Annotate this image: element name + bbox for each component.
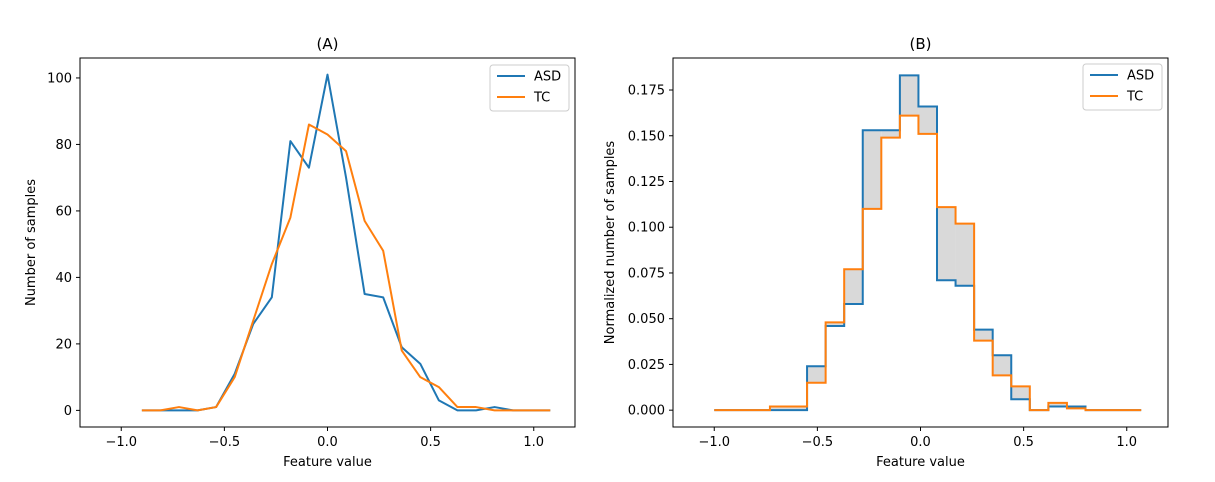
y-tick-label: 60 — [55, 204, 72, 219]
chart-a-title: (A) — [317, 35, 339, 53]
x-tick-label: 0.5 — [420, 435, 441, 450]
y-tick-label: 0.125 — [628, 175, 665, 190]
y-tick-label: 0.175 — [628, 84, 665, 99]
x-tick-label: 0.5 — [1013, 435, 1034, 450]
x-tick-label: 1.0 — [523, 435, 544, 450]
x-tick-label: −1.0 — [698, 435, 730, 450]
difference-fill-bin — [937, 207, 956, 281]
difference-fill-bin — [825, 322, 845, 327]
series-line-asd — [141, 73, 551, 412]
x-tick-label: −0.5 — [802, 435, 834, 450]
difference-fill-bin — [992, 355, 1012, 376]
y-tick-label: 0.075 — [628, 266, 665, 281]
x-tick-label: 0.0 — [910, 435, 931, 450]
y-tick-label: 80 — [55, 138, 72, 153]
difference-fill-bin — [1011, 386, 1030, 400]
difference-fill-bin — [974, 329, 993, 341]
chart-a-legend-tc-label: TC — [533, 91, 550, 106]
difference-fill-bin — [955, 223, 975, 286]
y-tick-label: 0.025 — [628, 358, 665, 373]
chart-a-y-ticks: 0 20 40 60 80 100 — [47, 71, 80, 419]
x-tick-label: 1.0 — [1116, 435, 1137, 450]
y-tick-label: 0 — [64, 404, 72, 419]
x-tick-label: −0.5 — [209, 435, 241, 450]
difference-fill-bin — [769, 406, 789, 411]
chart-b-ylabel: Normalized number of samples — [603, 141, 618, 345]
chart-b: (B) −1.0 −0.5 0.0 0.5 1.0 0.0000.0250.0500.0… — [603, 35, 1169, 470]
chart-b-difference-fill-layer — [769, 75, 1086, 411]
y-tick-label: 0.100 — [628, 221, 665, 236]
chart-b-y-ticks: 0.000 0.025 0.050 0.075 0.100 0.125 0.150 0.175 — [628, 84, 673, 419]
series-step-tc — [714, 114, 1142, 412]
chart-b-title: (B) — [910, 35, 932, 53]
y-tick-label: 0.000 — [628, 404, 665, 419]
chart-a-ylabel: Number of samples — [24, 179, 39, 306]
y-tick-label: 20 — [55, 337, 72, 352]
chart-b-legend-asd-label: ASD — [1127, 69, 1154, 84]
difference-fill-bin — [899, 75, 919, 116]
difference-fill-bin — [844, 269, 863, 305]
chart-b-x-ticks: −1.0 −0.5 0.0 0.5 1.0 — [698, 427, 1137, 450]
x-tick-label: −1.0 — [105, 435, 137, 450]
chart-b-legend-tc-label: TC — [1126, 90, 1143, 105]
difference-fill-bin — [788, 406, 808, 411]
y-tick-label: 0.050 — [628, 312, 665, 327]
chart-a: (A) −1.0 −0.5 0.0 0.5 1.0 0 20 40 60 80 100 Featu… — [24, 35, 576, 470]
x-tick-label: 0.0 — [317, 435, 338, 450]
y-tick-label: 40 — [55, 271, 72, 286]
difference-fill-bin — [918, 106, 937, 134]
chart-a-legend-asd-label: ASD — [534, 70, 561, 85]
chart-b-xlabel: Feature value — [876, 455, 965, 470]
y-tick-label: 100 — [47, 71, 72, 86]
difference-fill-bin — [1048, 402, 1067, 407]
y-tick-label: 0.150 — [628, 129, 665, 144]
chart-a-legend: ASD TC — [489, 64, 570, 112]
difference-fill-bin — [862, 130, 882, 209]
chart-b-series-layer — [714, 74, 1142, 412]
chart-a-xlabel: Feature value — [283, 455, 372, 470]
chart-a-x-ticks: −1.0 −0.5 0.0 0.5 1.0 — [105, 427, 544, 450]
chart-a-plot-frame — [79, 57, 576, 428]
difference-fill-bin — [807, 366, 826, 383]
chart-b-legend: ASD TC — [1082, 63, 1163, 111]
difference-fill-bin — [881, 130, 900, 138]
chart-a-series-layer — [141, 73, 551, 412]
series-line-tc — [141, 123, 551, 412]
